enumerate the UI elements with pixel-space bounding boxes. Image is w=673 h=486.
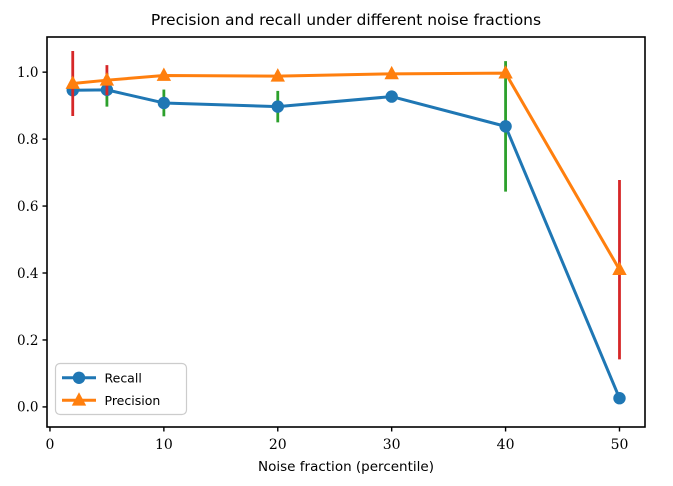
precision-marker	[612, 261, 627, 276]
legend-label-recall: Recall	[105, 370, 142, 385]
precision-marker	[498, 65, 513, 79]
recall-marker	[157, 96, 171, 110]
legend: Recall Precision	[54, 362, 188, 416]
legend-box	[54, 362, 188, 416]
x-tick-label: 30	[383, 437, 401, 453]
x-tick-label: 0	[46, 437, 55, 453]
legend-label-precision: Precision	[105, 393, 161, 408]
y-tick-label: 0.2	[17, 333, 38, 349]
y-tick-label: 0.8	[17, 132, 38, 148]
y-tick-label: 0.4	[17, 266, 38, 282]
plot-area: 0 10 20 30 40 50 0.0 0.2 0.4 0.6 0.8 1.0	[17, 36, 646, 453]
recall-marker	[271, 100, 284, 113]
precision-marker	[270, 68, 285, 82]
chart-title: Precision and recall under different noi…	[151, 11, 541, 29]
legend-precision-marker	[71, 392, 87, 406]
precision-marker	[65, 75, 80, 89]
y-tick-label: 1.0	[17, 65, 38, 81]
x-tick-label: 40	[497, 437, 515, 453]
x-tick-label: 10	[155, 437, 173, 453]
recall-marker	[499, 120, 512, 133]
legend-recall-marker	[72, 371, 86, 384]
y-tick-label: 0.6	[17, 199, 38, 215]
plot-border	[46, 36, 646, 428]
precision-marker	[99, 72, 115, 86]
recall-marker	[385, 90, 398, 103]
precision-marker	[156, 67, 172, 81]
x-axis-label: Noise fraction (percentile)	[258, 459, 434, 475]
y-tick-label: 0.0	[17, 400, 38, 416]
recall-marker	[613, 392, 626, 405]
x-tick-label: 50	[611, 437, 629, 453]
recall-line	[71, 88, 621, 400]
x-tick-label: 20	[269, 437, 287, 453]
precision-line	[71, 71, 621, 272]
precision-marker	[384, 65, 399, 80]
